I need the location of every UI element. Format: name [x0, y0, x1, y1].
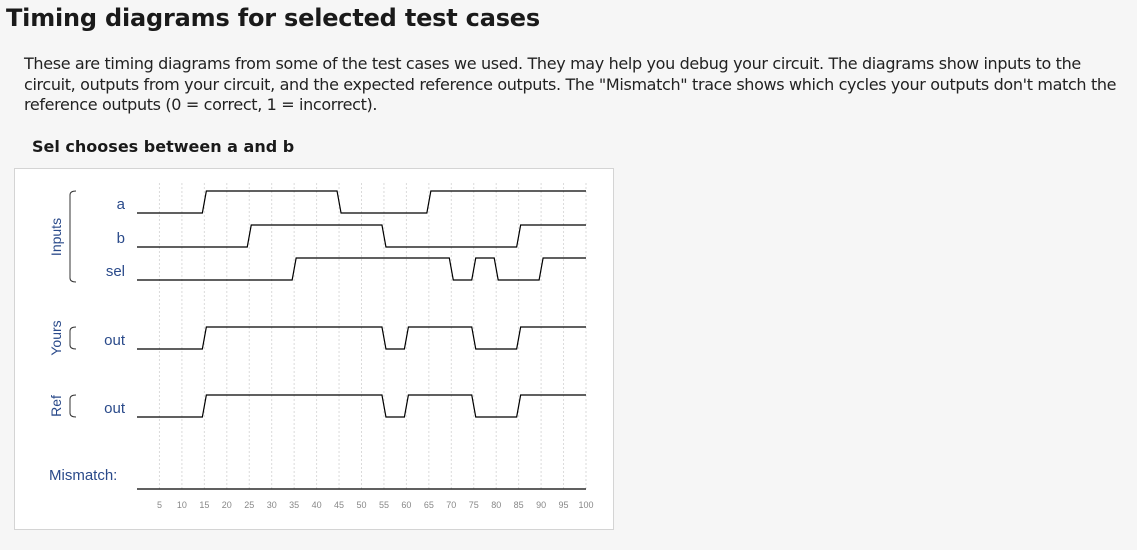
signal-label-ref-out: out: [104, 400, 126, 417]
time-tick-label: 55: [379, 500, 389, 510]
group-label-ref: Ref: [48, 395, 64, 417]
test-case-title: Sel chooses between a and b: [32, 137, 295, 156]
group-label-yours: Yours: [48, 320, 64, 355]
time-tick-label: 75: [469, 500, 479, 510]
time-tick-label: 30: [267, 500, 277, 510]
waveform-in-b: [137, 224, 586, 248]
mismatch-label: Mismatch:: [49, 467, 117, 484]
time-tick-label: 40: [312, 500, 322, 510]
timing-diagram-panel: Inputs Yours Ref a b sel out out Mismatch: 5 10 1…: [14, 168, 614, 530]
group-brackets: Inputs Yours Ref: [48, 190, 77, 418]
waveform-in-a: [137, 190, 586, 214]
time-tick-label: 70: [446, 500, 456, 510]
signal-label-in-b: b: [117, 230, 125, 247]
group-label-inputs: Inputs: [48, 218, 64, 256]
group-bracket-ref: [69, 394, 77, 418]
grid-lines: [158, 183, 587, 491]
time-tick-label: 15: [199, 500, 209, 510]
page-title: Timing diagrams for selected test cases: [6, 4, 540, 32]
time-tick-label: 50: [356, 500, 366, 510]
time-tick-label: 10: [177, 500, 187, 510]
time-tick-label: 80: [491, 500, 501, 510]
group-bracket-inputs: [69, 190, 77, 283]
signal-labels: ab sel out out Mismatch:: [49, 196, 126, 484]
time-tick-label: 95: [559, 500, 569, 510]
waveforms: [137, 190, 586, 490]
time-tick-label: 20: [222, 500, 232, 510]
time-tick-label: 5: [157, 500, 162, 510]
time-tick-label: 90: [536, 500, 546, 510]
signal-label-in-sel: sel: [106, 263, 125, 280]
time-tick-label: 65: [424, 500, 434, 510]
time-tick-label: 100: [578, 500, 593, 510]
time-tick-label: 25: [244, 500, 254, 510]
signal-label-in-a: a: [117, 196, 126, 213]
time-tick-label: 35: [289, 500, 299, 510]
waveform-in-sel: [137, 257, 586, 281]
intro-paragraph: These are timing diagrams from some of t…: [24, 54, 1117, 114]
time-axis: 5 10 15 20 25 30 35 40 45 50 55 60 65 70 75 80 85 90 95 100: [157, 500, 594, 510]
waveform-yours-out: [137, 326, 586, 350]
waveform-ref-out: [137, 394, 586, 418]
time-tick-label: 85: [514, 500, 524, 510]
time-tick-label: 45: [334, 500, 344, 510]
time-tick-label: 60: [401, 500, 411, 510]
timing-diagram: Inputs Yours Ref ab sel out out Mismatch: 5 10 1…: [48, 183, 594, 510]
signal-label-yours-out: out: [104, 332, 126, 349]
group-bracket-yours: [69, 326, 77, 350]
